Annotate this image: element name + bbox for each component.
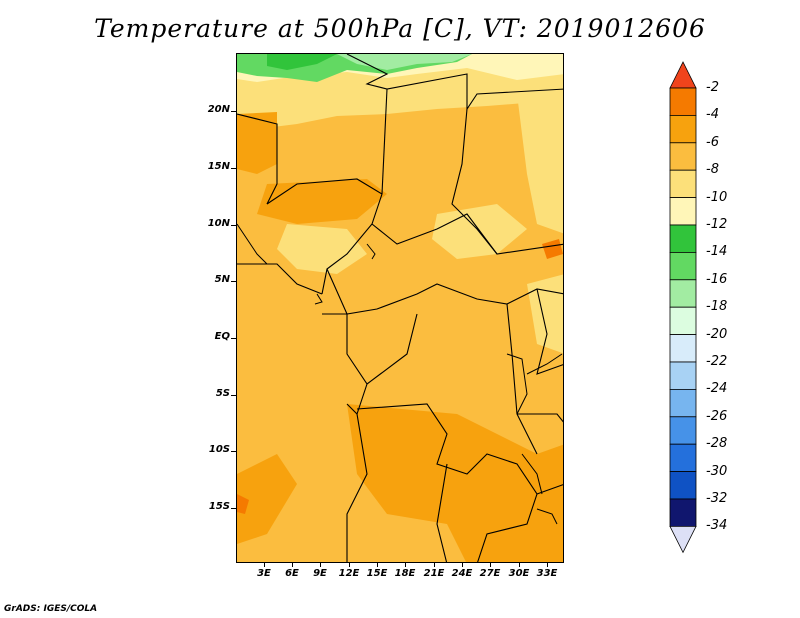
colorbar-swatch xyxy=(669,306,697,335)
grads-credit: GrADS: IGES/COLA xyxy=(4,604,98,614)
colorbar-swatch xyxy=(669,87,697,116)
field-band-minus4-nw xyxy=(237,112,277,174)
lat-tick-label: 10S xyxy=(208,444,230,455)
colorbar xyxy=(669,61,697,554)
lon-tick-mark xyxy=(434,562,435,567)
colorbar-swatch xyxy=(669,388,697,418)
colorbar-swatch xyxy=(669,471,697,500)
colorbar-label: -12 xyxy=(706,217,728,232)
lon-tick-mark xyxy=(490,562,491,567)
colorbar-swatch xyxy=(669,279,697,308)
lat-tick-mark xyxy=(231,168,236,169)
field-band-minus12-green xyxy=(267,54,337,70)
lon-tick-label: 15E xyxy=(366,568,388,579)
lon-tick-mark xyxy=(405,562,406,567)
lon-tick-mark xyxy=(519,562,520,567)
country-boundaries xyxy=(237,54,563,562)
lon-tick-mark xyxy=(377,562,378,567)
field-band-minus8-mid xyxy=(277,224,367,274)
lon-tick-label: 9E xyxy=(313,568,327,579)
lat-tick-mark xyxy=(231,395,236,396)
field-band-minus2-sw xyxy=(237,494,249,514)
colorbar-swatch xyxy=(669,142,697,171)
lon-tick-label: 3E xyxy=(257,568,271,579)
lon-tick-mark xyxy=(320,562,321,567)
lat-tick-label: 5N xyxy=(214,274,230,285)
lat-tick-mark xyxy=(231,451,236,452)
colorbar-label: -10 xyxy=(706,189,728,205)
lakes-and-coast xyxy=(237,223,563,525)
lat-tick-label: 20N xyxy=(207,104,230,115)
colorbar-label: -34 xyxy=(706,518,728,534)
lon-tick-label: 6E xyxy=(285,568,299,579)
colorbar-label: -20 xyxy=(706,326,728,342)
lon-tick-label: 21E xyxy=(423,568,445,579)
lon-tick-label: 30E xyxy=(508,568,530,579)
lat-tick-mark xyxy=(231,508,236,509)
colorbar-label: -4 xyxy=(706,107,719,123)
colorbar-top-arrow xyxy=(669,61,697,89)
colorbar-label: -32 xyxy=(706,491,728,506)
colorbar-swatch xyxy=(669,251,697,281)
colorbar-label: -18 xyxy=(706,299,728,315)
lon-tick-label: 27E xyxy=(479,568,501,579)
lat-tick-mark xyxy=(231,225,236,226)
colorbar-swatch xyxy=(669,443,697,473)
lon-tick-label: 18E xyxy=(394,568,416,579)
colorbar-label: -28 xyxy=(706,436,728,452)
lon-tick-label: 24E xyxy=(451,568,473,579)
colorbar-label: -14 xyxy=(706,244,728,260)
field-band-minus4-sw xyxy=(237,454,297,544)
lat-tick-label: 15S xyxy=(208,501,230,512)
map-panel xyxy=(236,53,564,563)
colorbar-bottom-arrow xyxy=(669,526,697,554)
colorbar-label: -26 xyxy=(706,408,728,424)
colorbar-swatch xyxy=(669,197,697,226)
lat-tick-mark xyxy=(231,111,236,112)
lat-tick-mark xyxy=(231,281,236,282)
field-band-minus8-ne xyxy=(517,89,563,234)
lat-tick-label: 15N xyxy=(207,161,230,172)
temperature-field xyxy=(237,54,563,562)
colorbar-swatch xyxy=(669,416,697,445)
colorbar-swatch xyxy=(669,334,697,363)
lat-tick-label: EQ xyxy=(214,331,230,342)
lat-tick-mark xyxy=(231,338,236,339)
lat-tick-label: 10N xyxy=(207,218,230,229)
field-band-minus4-south xyxy=(347,404,563,562)
field-band-minus4-west xyxy=(257,179,387,224)
lat-tick-label: 5S xyxy=(215,388,230,399)
colorbar-swatch xyxy=(669,115,697,144)
lon-tick-label: 33E xyxy=(536,568,558,579)
colorbar-label: -2 xyxy=(706,80,719,95)
field-band-minus2-east xyxy=(542,239,563,259)
lon-tick-mark xyxy=(462,562,463,567)
colorbar-label: -16 xyxy=(706,271,728,287)
colorbar-swatch xyxy=(669,498,697,527)
field-band-minus8-lake xyxy=(527,274,563,354)
colorbar-label: -8 xyxy=(706,162,719,178)
lon-tick-mark xyxy=(547,562,548,567)
map-title: Temperature at 500hPa [C], VT: 201901260… xyxy=(94,14,706,43)
lon-tick-mark xyxy=(264,562,265,567)
colorbar-label: -24 xyxy=(706,381,728,397)
lon-tick-label: 12E xyxy=(338,568,360,579)
colorbar-label: -22 xyxy=(706,354,728,369)
colorbar-label: -30 xyxy=(706,463,728,479)
colorbar-swatch xyxy=(669,361,697,390)
colorbar-swatch xyxy=(669,224,697,253)
lon-tick-mark xyxy=(292,562,293,567)
colorbar-swatch xyxy=(669,169,697,198)
lon-tick-mark xyxy=(349,562,350,567)
colorbar-label: -6 xyxy=(706,134,719,150)
